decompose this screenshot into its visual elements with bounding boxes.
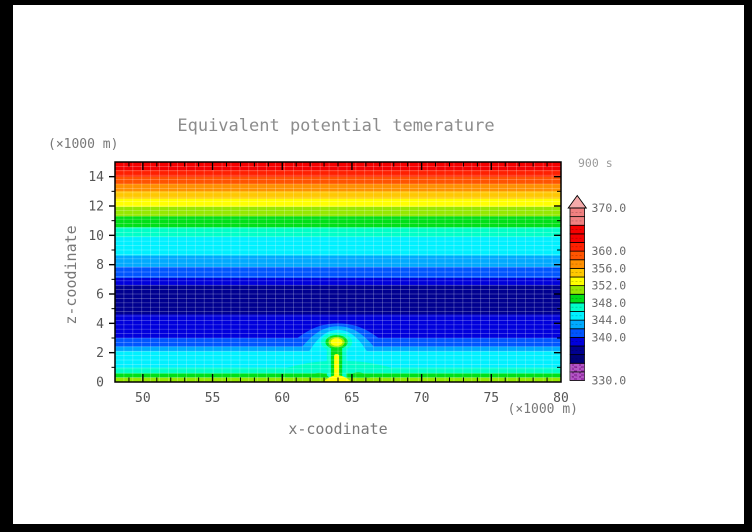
bubble-shape <box>334 354 340 381</box>
x-tick-label: 55 <box>205 391 221 406</box>
contour-band-342 <box>115 255 561 267</box>
contour-band-354 <box>115 191 561 199</box>
colorbar-label: 370.0 <box>592 201 627 215</box>
plot-frame-and-ticks <box>109 161 562 383</box>
chart-title: Equivalent potential temerature <box>177 116 494 136</box>
colorbar-label: 330.0 <box>592 374 627 388</box>
z-axis-title: z-coodinate <box>62 225 80 324</box>
contour-band-340 <box>115 266 561 278</box>
x-tick-label: 65 <box>344 391 360 406</box>
contour-band-346 <box>115 227 561 237</box>
z-tick-label: 14 <box>88 170 104 185</box>
z-tick-label: 8 <box>96 258 104 273</box>
colorbar-label: 344.0 <box>592 313 627 327</box>
colorbar-label: 352.0 <box>592 279 627 293</box>
grid-lines <box>115 162 561 382</box>
bubble-shape <box>324 375 351 382</box>
z-tick-label: 6 <box>96 288 104 303</box>
z-tick-label: 4 <box>96 317 104 332</box>
bubble-shape <box>330 338 343 346</box>
contour-band-352 <box>115 198 561 207</box>
colorbar-overflow-arrow <box>567 194 588 209</box>
colorbar-label: 356.0 <box>592 261 627 275</box>
x-tick-label: 50 <box>135 391 151 406</box>
contour-band-344 <box>115 236 561 256</box>
bubble-shape <box>308 372 330 378</box>
colorbar-hatch-overlay <box>570 371 585 381</box>
z-tick-label: 2 <box>96 346 104 361</box>
colorbar-label: 340.0 <box>592 330 627 344</box>
contour-band-348 <box>115 216 561 228</box>
x-tick-label: 70 <box>414 391 430 406</box>
contour-band-358 <box>115 176 561 184</box>
z-tick-label: 0 <box>96 376 104 391</box>
contour-band-336 <box>115 285 561 315</box>
colorbar-hatch-overlay <box>570 363 585 372</box>
contour-band-338 <box>115 277 561 286</box>
contour-band-350 <box>115 206 561 217</box>
x-axis-unit-label: (×1000 m) <box>508 402 578 417</box>
contour-band-356 <box>115 184 561 192</box>
z-tick-label: 12 <box>88 200 104 215</box>
z-axis-unit-label: (×1000 m) <box>48 137 118 152</box>
time-stamp-label: 900 s <box>578 156 613 170</box>
x-tick-label: 75 <box>483 391 499 406</box>
colorbar-label: 360.0 <box>592 244 627 258</box>
colorbar: 370.0 360.0 356.0 352.0 348.0 344.0 340.0 330.0 <box>567 194 627 388</box>
x-axis-title: x-coodinate <box>288 420 387 438</box>
contour-band-360 <box>115 170 561 177</box>
colorbar-label: 348.0 <box>592 296 627 310</box>
x-tick-label: 60 <box>274 391 290 406</box>
z-tick-label: 10 <box>88 229 104 244</box>
tick-labels: 50 55 60 65 70 75 80 0 2 4 6 8 10 12 14 <box>88 170 568 406</box>
x-tick-label: 80 <box>553 391 569 406</box>
